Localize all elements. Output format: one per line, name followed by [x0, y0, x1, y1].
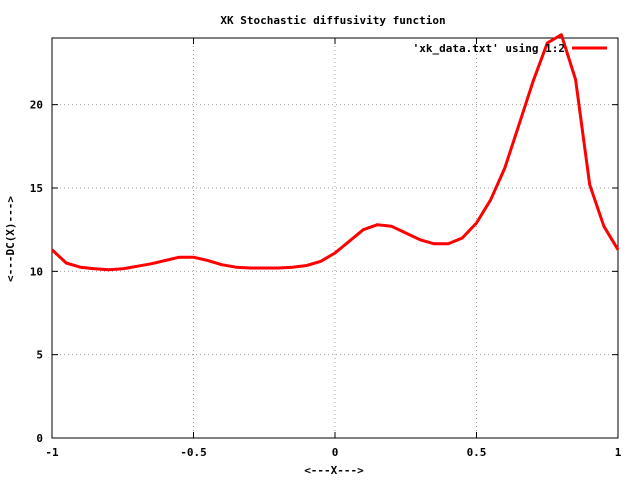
y-tick-label: 10	[30, 265, 43, 278]
chart-title: XK Stochastic diffusivity function	[220, 14, 445, 27]
legend: 'xk_data.txt' using 1:2	[413, 42, 607, 55]
y-tick-label: 0	[36, 432, 43, 445]
series-line	[50, 33, 620, 272]
x-tick-label: -1	[45, 446, 59, 459]
y-tick-label: 20	[30, 99, 43, 112]
y-tick-label: 5	[36, 349, 43, 362]
x-tick-label: 0.5	[467, 446, 487, 459]
legend-label: 'xk_data.txt' using 1:2	[413, 42, 565, 55]
tick-layer: 0 5 10 15 20 -1 -0.5 0 0.5 1	[30, 38, 622, 459]
x-tick-label: 1	[615, 446, 622, 459]
series-layer	[50, 33, 620, 272]
y-axis-label: <---DC(X)--->	[4, 196, 17, 282]
x-tick-label: -0.5	[180, 446, 207, 459]
grid-layer	[52, 38, 618, 438]
x-axis-label: <---X--->	[304, 464, 364, 477]
x-tick-label: 0	[332, 446, 339, 459]
y-tick-label: 15	[30, 182, 43, 195]
